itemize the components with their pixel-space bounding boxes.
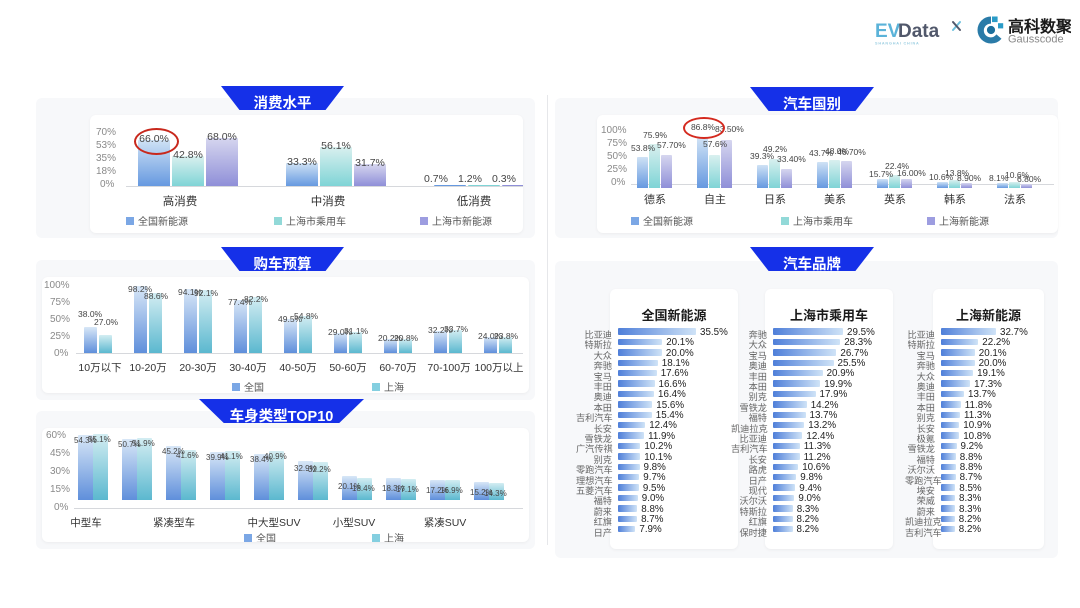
svg-text:SHANGHAI CHINA: SHANGHAI CHINA (875, 42, 920, 46)
svg-text:Data: Data (898, 21, 940, 42)
svg-text:Gausscode: Gausscode (1008, 34, 1064, 46)
svg-text:EV: EV (875, 21, 901, 42)
